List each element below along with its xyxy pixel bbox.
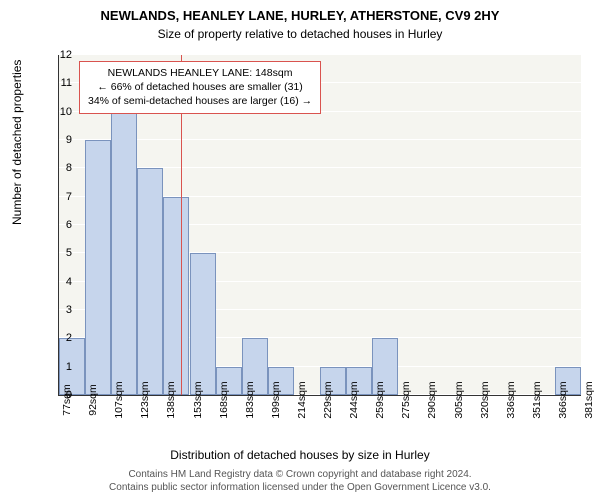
x-tick: 381sqm (583, 381, 595, 418)
bar (190, 253, 216, 395)
y-tick: 5 (52, 247, 72, 259)
x-tick: 336sqm (505, 381, 517, 418)
bar (137, 168, 163, 395)
y-tick: 9 (52, 134, 72, 146)
x-tick: 275sqm (400, 381, 412, 418)
x-tick: 229sqm (322, 381, 334, 418)
info-line-1: NEWLANDS HEANLEY LANE: 148sqm (88, 66, 312, 80)
y-tick: 1 (52, 361, 72, 373)
bar (163, 197, 189, 395)
x-tick: 77sqm (61, 384, 73, 416)
x-axis-label: Distribution of detached houses by size … (0, 448, 600, 462)
x-tick: 123sqm (139, 381, 151, 418)
chart-subtitle: Size of property relative to detached ho… (0, 25, 600, 41)
footer-line-1: Contains HM Land Registry data © Crown c… (0, 468, 600, 481)
y-axis-label: Number of detached properties (10, 60, 24, 225)
x-tick: 168sqm (218, 381, 230, 418)
x-tick: 366sqm (557, 381, 569, 418)
plot-area: NEWLANDS HEANLEY LANE: 148sqm ← 66% of d… (58, 55, 581, 396)
y-tick: 12 (52, 49, 72, 61)
x-tick: 244sqm (348, 381, 360, 418)
info-line-3: 34% of semi-detached houses are larger (… (88, 94, 312, 108)
y-tick: 11 (52, 77, 72, 89)
x-tick: 351sqm (531, 381, 543, 418)
x-tick: 199sqm (270, 381, 282, 418)
x-tick: 320sqm (479, 381, 491, 418)
x-tick: 107sqm (113, 381, 125, 418)
x-tick: 259sqm (374, 381, 386, 418)
bar (111, 112, 137, 395)
y-tick: 2 (52, 332, 72, 344)
x-tick: 290sqm (426, 381, 438, 418)
info-line-2: ← 66% of detached houses are smaller (31… (88, 80, 312, 94)
x-tick: 214sqm (296, 381, 308, 418)
footer: Contains HM Land Registry data © Crown c… (0, 468, 600, 494)
chart-title: NEWLANDS, HEANLEY LANE, HURLEY, ATHERSTO… (0, 0, 600, 25)
x-tick: 153sqm (192, 381, 204, 418)
footer-line-2: Contains public sector information licen… (0, 481, 600, 494)
y-tick: 7 (52, 191, 72, 203)
y-tick: 6 (52, 219, 72, 231)
chart-container: NEWLANDS, HEANLEY LANE, HURLEY, ATHERSTO… (0, 0, 600, 500)
y-tick: 10 (52, 106, 72, 118)
x-tick: 305sqm (453, 381, 465, 418)
y-tick: 4 (52, 276, 72, 288)
x-tick: 138sqm (165, 381, 177, 418)
x-tick: 183sqm (244, 381, 256, 418)
y-tick: 3 (52, 304, 72, 316)
x-tick: 92sqm (87, 384, 99, 416)
info-box: NEWLANDS HEANLEY LANE: 148sqm ← 66% of d… (79, 61, 321, 114)
y-tick: 8 (52, 162, 72, 174)
bar (85, 140, 111, 395)
